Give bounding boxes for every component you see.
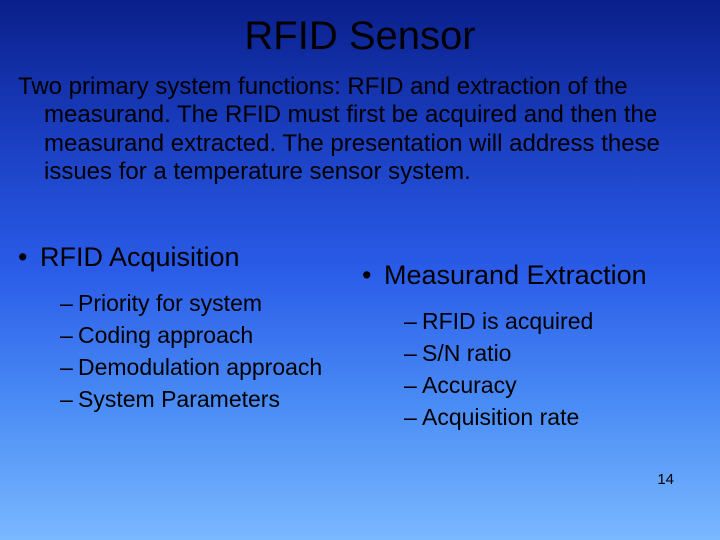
columns-wrapper: RFID Acquisition Priority for system Cod…	[18, 242, 702, 435]
list-item: Acquisition rate	[404, 403, 702, 431]
left-heading: RFID Acquisition	[18, 242, 358, 273]
slide-container: RFID Sensor Two primary system functions…	[0, 0, 720, 540]
list-item: Coding approach	[60, 321, 358, 349]
list-item: System Parameters	[60, 385, 358, 413]
slide-title: RFID Sensor	[18, 14, 702, 59]
list-item: S/N ratio	[404, 339, 702, 367]
left-sublist: Priority for system Coding approach Demo…	[18, 289, 358, 413]
intro-paragraph: Two primary system functions: RFID and e…	[18, 73, 702, 186]
list-item: Priority for system	[60, 289, 358, 317]
right-sublist: RFID is acquired S/N ratio Accuracy Acqu…	[362, 307, 702, 431]
list-item: Accuracy	[404, 371, 702, 399]
intro-text: Two primary system functions: RFID and e…	[18, 73, 702, 186]
right-heading: Measurand Extraction	[362, 260, 702, 291]
page-number: 14	[657, 471, 674, 488]
left-column: RFID Acquisition Priority for system Cod…	[18, 242, 358, 435]
right-column: Measurand Extraction RFID is acquired S/…	[362, 242, 702, 435]
list-item: Demodulation approach	[60, 353, 358, 381]
list-item: RFID is acquired	[404, 307, 702, 335]
